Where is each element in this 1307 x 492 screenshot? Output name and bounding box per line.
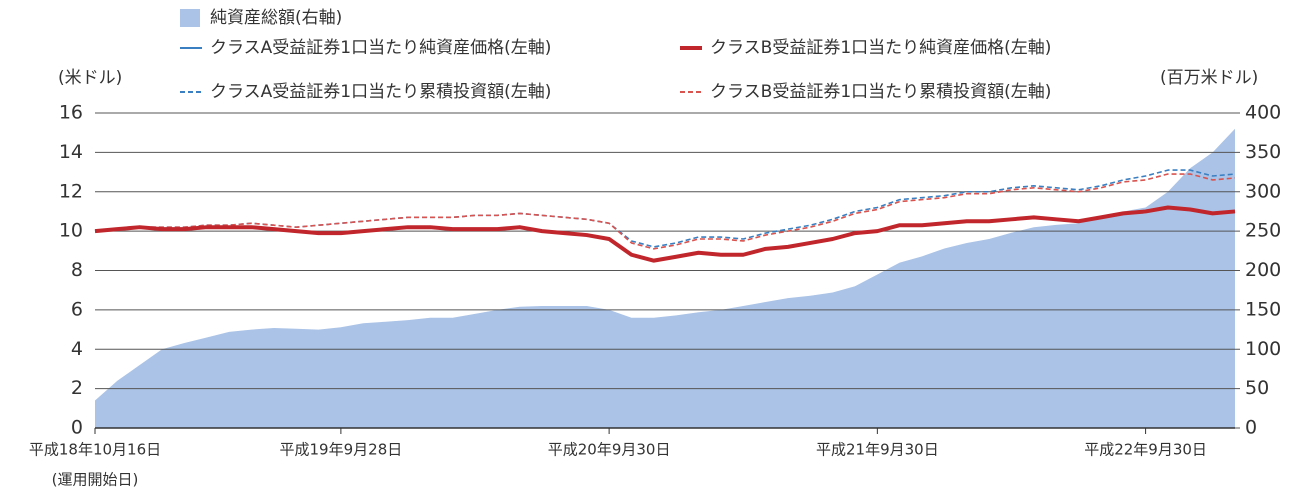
legend-label: 純資産総額(右軸) xyxy=(210,8,342,28)
x-tick-label: 平成20年9月30日 xyxy=(548,441,671,459)
y-tick-label: 14 xyxy=(59,141,83,163)
legend-label: クラスB受益証券1口当たり純資産価格(左軸) xyxy=(710,38,1051,58)
line xyxy=(94,205,1236,263)
y-tick-label: 6 xyxy=(71,298,83,320)
line xyxy=(94,169,1236,248)
legend-label: クラスA受益証券1口当たり累積投資額(左軸) xyxy=(210,82,551,102)
x-tick-label: 平成19年9月28日 xyxy=(280,441,403,459)
y2-axis-label: (百万米ドル) xyxy=(1160,68,1258,88)
y2-tick-label: 250 xyxy=(1245,220,1281,242)
x-tick-label: 平成22年9月30日 xyxy=(1084,441,1207,459)
y-tick-label: 12 xyxy=(59,180,83,202)
x-tick-label: 平成21年9月30日 xyxy=(816,441,939,459)
y2-tick-label: 50 xyxy=(1245,377,1269,399)
y-tick-label: 2 xyxy=(71,377,83,399)
y2-tick-label: 150 xyxy=(1245,298,1281,320)
y-tick-label: 8 xyxy=(71,259,83,281)
y2-tick-label: 300 xyxy=(1245,180,1281,202)
annotation: (運用開始日) xyxy=(52,471,139,489)
y-tick-label: 0 xyxy=(71,417,83,439)
area xyxy=(95,128,1235,428)
y2-tick-label: 400 xyxy=(1245,102,1281,124)
y2-tick-label: 100 xyxy=(1245,338,1281,360)
y2-tick-label: 350 xyxy=(1245,141,1281,163)
y-tick-label: 10 xyxy=(59,220,83,242)
line xyxy=(94,173,1236,250)
y-tick-label: 4 xyxy=(71,338,83,360)
legend-swatch xyxy=(180,9,200,27)
x-tick-label: 平成18年10月16日 xyxy=(29,441,161,459)
y2-tick-label: 200 xyxy=(1245,259,1281,281)
legend-label: クラスA受益証券1口当たり純資産価格(左軸) xyxy=(210,38,551,58)
y-tick-label: 16 xyxy=(59,102,83,124)
y2-tick-label: 0 xyxy=(1245,417,1257,439)
legend-label: クラスB受益証券1口当たり累積投資額(左軸) xyxy=(710,82,1051,102)
y-axis-label: (米ドル) xyxy=(58,68,122,88)
